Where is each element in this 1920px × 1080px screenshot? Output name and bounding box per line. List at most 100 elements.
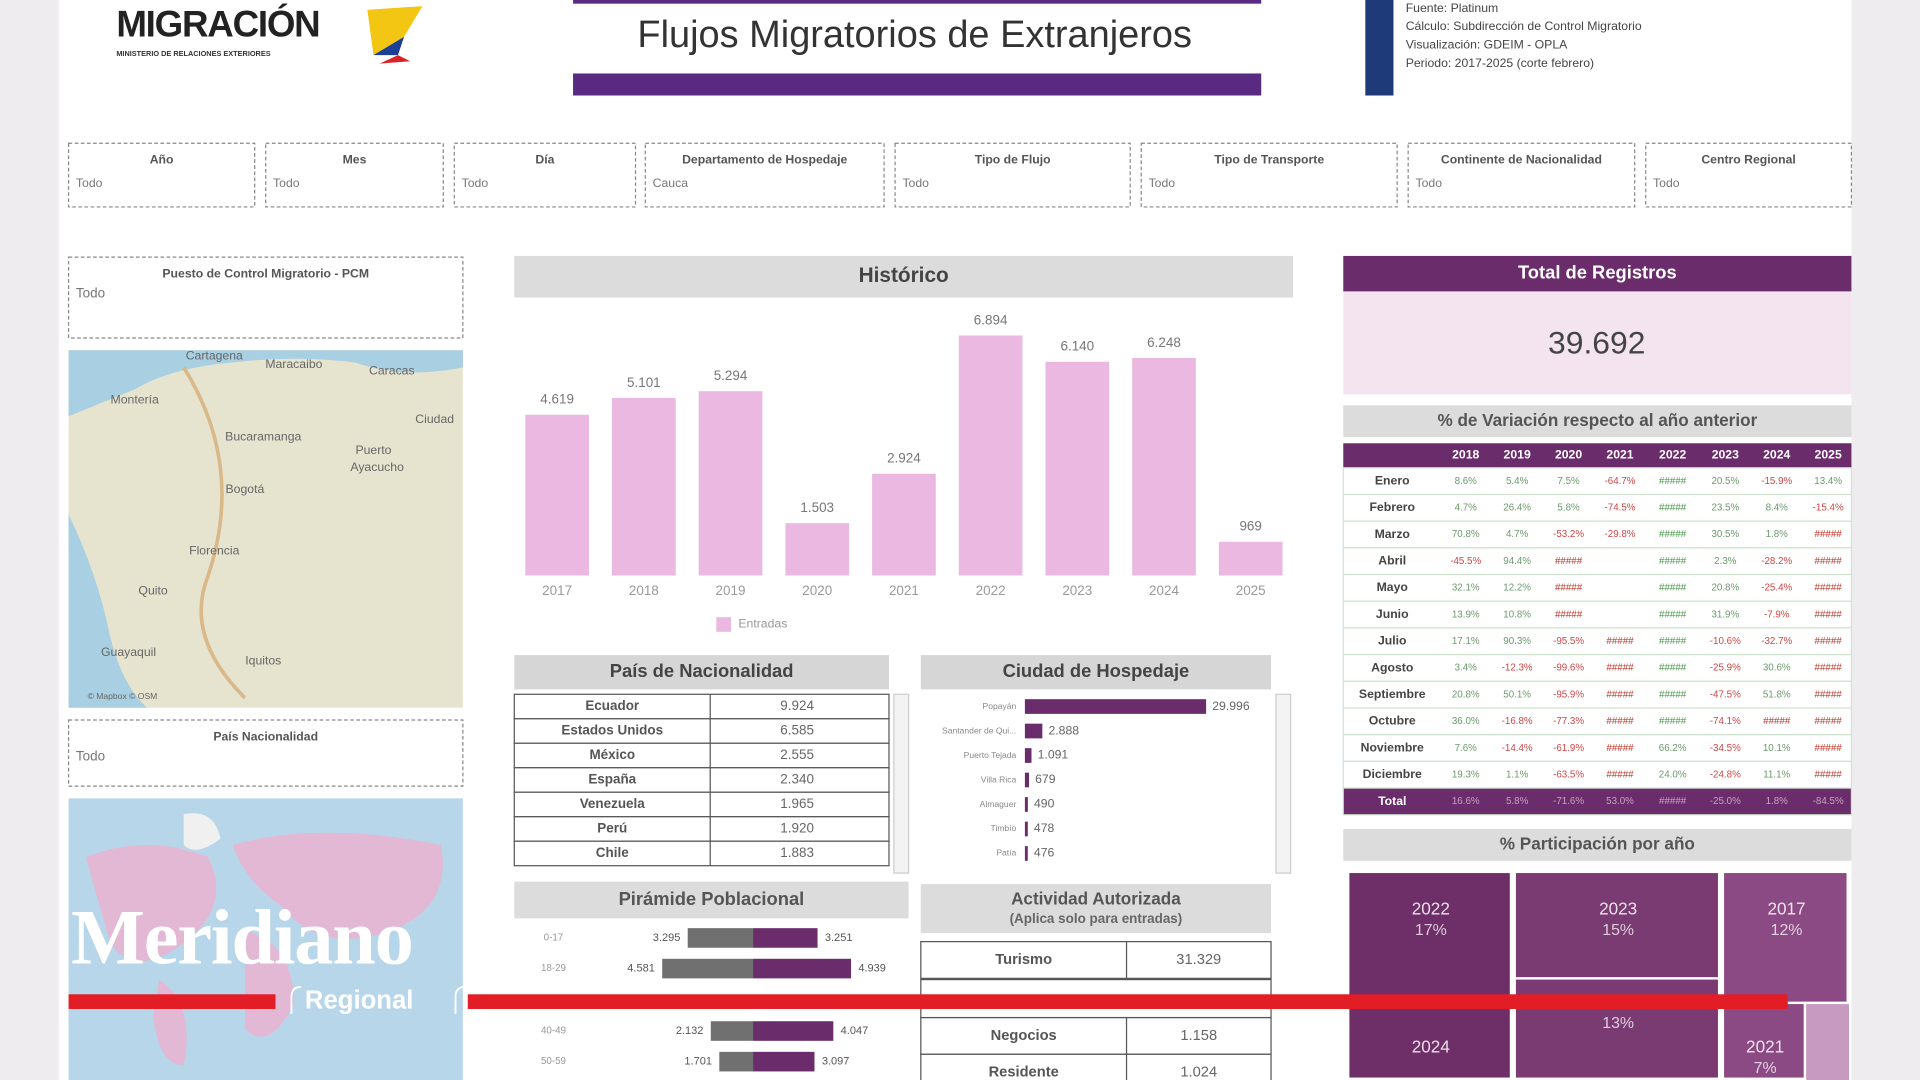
map-label: Caracas (369, 363, 415, 377)
table-cell: -95.5% (1553, 636, 1584, 647)
table-cell: -25.9% (1710, 663, 1741, 674)
filter-label: Centro Regional (1701, 153, 1795, 167)
table-cell: 32.1% (1452, 583, 1480, 594)
filter-box[interactable] (67, 142, 256, 208)
filter-label: Departamento de Hospedaje (682, 153, 847, 167)
table-cell: ##### (1815, 743, 1843, 754)
table-cell: 13.4% (1814, 476, 1842, 487)
filter-box[interactable] (67, 256, 464, 339)
map-road (182, 366, 247, 700)
bar-value-label: 1.091 (1038, 748, 1069, 762)
filter-value: Todo (76, 176, 103, 190)
table-cell: ##### (1659, 716, 1687, 727)
bar-value-label: 5.101 (627, 375, 661, 390)
table-cell: 4.7% (1506, 529, 1529, 540)
row-header: Febrero (1369, 500, 1415, 514)
row-header: Enero (1375, 473, 1410, 487)
column-header: 2018 (1452, 448, 1479, 462)
map-label: Montería (111, 393, 159, 407)
y-tick-label: Almaguer (980, 799, 1017, 809)
table-cell: 66.2% (1659, 743, 1687, 754)
table-cell: 36.0% (1452, 716, 1480, 727)
table-cell: 20.5% (1711, 476, 1739, 487)
map-label: Ciudad (415, 412, 454, 426)
column-header: 2019 (1504, 448, 1531, 462)
column-header: 2024 (1763, 448, 1790, 462)
table-cell: ##### (1815, 689, 1843, 700)
bar (753, 1021, 834, 1041)
logo-flag (379, 55, 411, 64)
table-cell: 23.5% (1711, 503, 1739, 514)
bar (958, 335, 1023, 576)
bar-value-label: 6.140 (1060, 339, 1094, 354)
table-row (513, 840, 890, 867)
row-header: Septiembre (1359, 687, 1426, 701)
row-header: Agosto (1371, 660, 1413, 674)
table-cell: -16.8% (1502, 716, 1533, 727)
table-cell: ##### (1606, 663, 1634, 674)
y-tick-label: Patía (996, 848, 1016, 858)
table-cell: 16.6% (1452, 796, 1480, 807)
table-cell: ##### (1815, 663, 1843, 674)
filter-box[interactable] (265, 142, 444, 208)
table-cell: 7.5% (1557, 476, 1580, 487)
table-cell: -29.8% (1605, 529, 1636, 540)
filter-value: Todo (902, 176, 929, 190)
x-tick-label: 2017 (542, 583, 572, 598)
table-title-bg (514, 655, 889, 690)
table-cell: ##### (1606, 636, 1634, 647)
table-header-bg (1343, 443, 1852, 468)
filter-box[interactable] (453, 142, 637, 208)
chart-title-bg (920, 655, 1272, 690)
table-cell: ##### (1659, 663, 1687, 674)
map-sea (68, 514, 147, 708)
table-cell: 31.329 (1176, 952, 1221, 968)
table-cell: Chile (596, 845, 629, 860)
table-cell: Residente (989, 1065, 1059, 1080)
table-cell: ##### (1659, 689, 1687, 700)
table-cell: -45.5% (1450, 556, 1481, 567)
table-cell: 5.8% (1557, 503, 1580, 514)
table-cell: ##### (1606, 743, 1634, 754)
bar (753, 928, 818, 948)
table-cell: ##### (1555, 583, 1583, 594)
brand-bracket (290, 986, 490, 1014)
bar-value-label: 679 (1035, 772, 1056, 786)
table-cell: 8.4% (1766, 503, 1789, 514)
table-cell: 70.8% (1452, 529, 1480, 540)
bar-value-label: 3.251 (825, 932, 853, 944)
filter-box[interactable] (67, 719, 464, 787)
brand-name: Meridiano (71, 893, 413, 980)
map-colombia (68, 350, 463, 708)
table-cell: 1.965 (780, 796, 814, 811)
column-header: 2022 (1659, 448, 1686, 462)
filter-box[interactable] (1645, 142, 1853, 208)
column-header: 2021 (1606, 448, 1633, 462)
filter-label: País Nacionalidad (213, 729, 318, 743)
bar (872, 473, 936, 576)
table-title-bg (1343, 405, 1852, 438)
table-cell: -34.5% (1710, 743, 1741, 754)
filter-box[interactable] (894, 142, 1131, 208)
bar-value-label: 4.581 (627, 962, 655, 974)
filter-box[interactable] (644, 142, 885, 208)
row-header: Diciembre (1363, 767, 1422, 781)
filter-box[interactable] (1140, 142, 1398, 208)
table-cell: España (588, 772, 636, 787)
y-tick-label: Puerto Tejada (964, 750, 1017, 760)
bar (1024, 699, 1207, 714)
scrollbar (1275, 693, 1292, 874)
bar-value-label: 4.619 (540, 392, 574, 407)
bar (785, 523, 850, 576)
row-header: Julio (1378, 634, 1407, 648)
scrollbar (893, 693, 910, 874)
table-cell: 1.8% (1766, 529, 1789, 540)
filter-box[interactable] (1407, 142, 1636, 208)
logo-flag (373, 36, 405, 56)
table-cell: Perú (597, 821, 627, 836)
table-row (1342, 680, 1853, 709)
table-cell: 1.883 (780, 845, 814, 860)
kpi-box (1343, 291, 1852, 395)
table-cell: Turismo (995, 952, 1052, 968)
